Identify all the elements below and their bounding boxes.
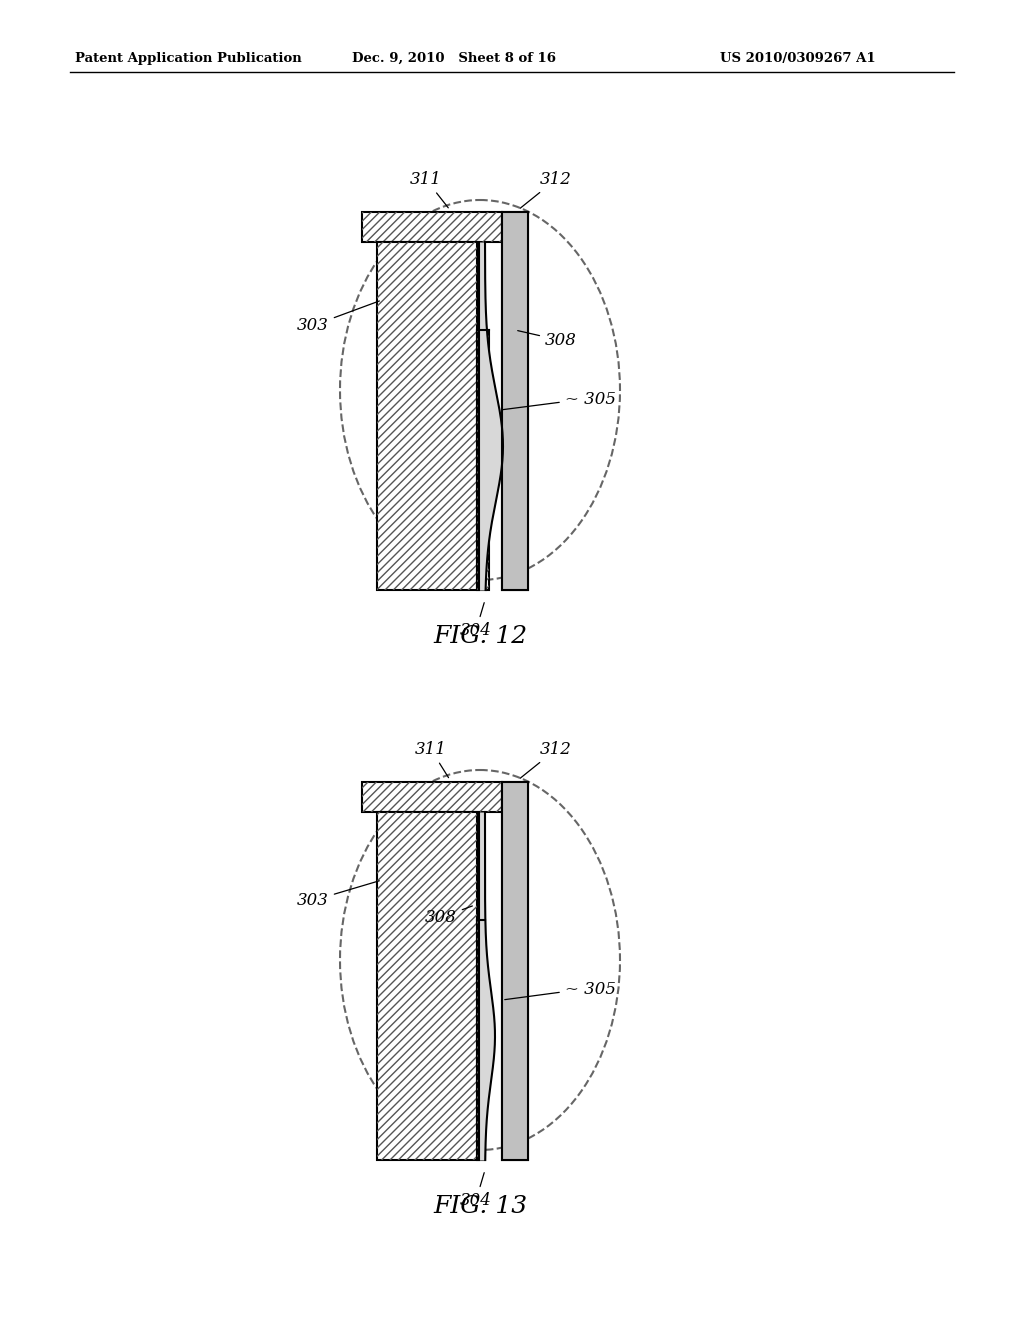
Text: 308: 308 (518, 330, 577, 348)
Text: 303: 303 (297, 301, 379, 334)
Bar (477, 920, 485, 1160)
Bar (377, 242, 477, 590)
Bar (362, 213, 502, 242)
Text: ~ 305: ~ 305 (565, 982, 616, 998)
Bar (477, 330, 489, 590)
Bar (377, 812, 477, 1160)
Bar (502, 213, 528, 590)
Bar (477, 920, 485, 1160)
Text: 308: 308 (425, 906, 472, 927)
Text: 311: 311 (410, 172, 449, 207)
Text: 312: 312 (520, 741, 571, 779)
Text: US 2010/0309267 A1: US 2010/0309267 A1 (720, 51, 876, 65)
Text: ~ 305: ~ 305 (565, 392, 616, 408)
Bar (377, 242, 477, 590)
Bar (377, 812, 477, 1160)
Text: Dec. 9, 2010   Sheet 8 of 16: Dec. 9, 2010 Sheet 8 of 16 (352, 51, 556, 65)
Bar (502, 213, 528, 590)
Bar (362, 213, 502, 242)
Text: 311: 311 (415, 741, 449, 777)
Text: 312: 312 (520, 172, 571, 209)
Bar (502, 781, 528, 1160)
Text: FIG. 12: FIG. 12 (433, 624, 527, 648)
Bar (362, 781, 502, 812)
Bar (362, 781, 502, 812)
Bar (502, 781, 528, 1160)
Text: 303: 303 (297, 880, 379, 909)
Text: Patent Application Publication: Patent Application Publication (75, 51, 302, 65)
Text: 304: 304 (460, 1172, 492, 1209)
Text: FIG. 13: FIG. 13 (433, 1195, 527, 1218)
Bar (477, 330, 489, 590)
Text: 304: 304 (460, 603, 492, 639)
